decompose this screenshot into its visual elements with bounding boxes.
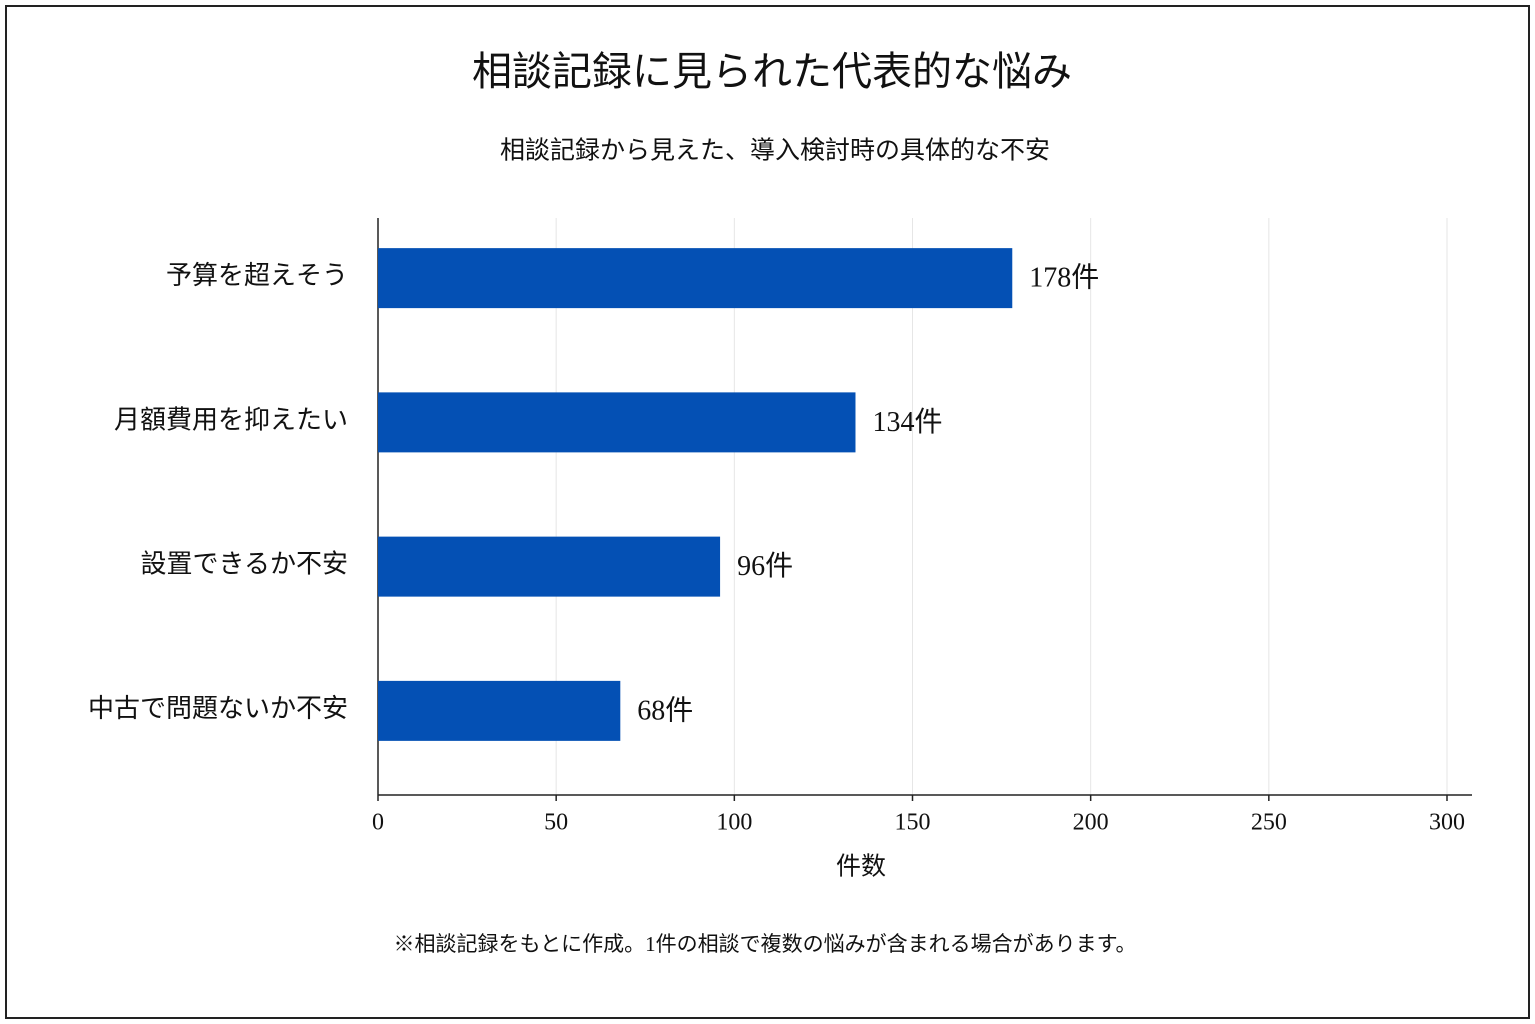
bar	[378, 536, 721, 597]
y-tick-label: 設置できるか不安	[141, 550, 348, 579]
x-axis-label: 件数	[836, 853, 886, 881]
y-tick-label: 月額費用を抑えたい	[114, 405, 348, 434]
footnote: ※相談記録をもとに作成。1件の相談で複数の悩みが含まれる場合があります。	[394, 932, 1137, 956]
chart-title: 相談記録に見られた代表的な悩み	[472, 49, 1072, 94]
x-tick-label: 300	[1429, 810, 1465, 836]
x-tick-label: 100	[716, 810, 752, 836]
y-tick-label: 中古で問題ないか不安	[88, 694, 348, 723]
x-tick-label: 250	[1251, 810, 1287, 836]
bar	[378, 392, 856, 453]
value-label: 178件	[1029, 262, 1099, 294]
x-tick-label: 50	[544, 810, 568, 836]
frame	[5, 5, 1530, 1019]
x-tick-label: 0	[372, 810, 384, 836]
bar	[378, 248, 1013, 309]
y-tick-label: 予算を超えそう	[166, 261, 348, 290]
chart-subtitle: 相談記録から見えた、導入検討時の具体的な不安	[500, 137, 1050, 165]
value-label: 68件	[637, 694, 693, 726]
x-tick-label: 200	[1073, 810, 1109, 836]
bar	[378, 680, 621, 741]
value-label: 134件	[872, 406, 942, 438]
x-tick-label: 150	[895, 810, 931, 836]
value-label: 96件	[737, 550, 793, 582]
